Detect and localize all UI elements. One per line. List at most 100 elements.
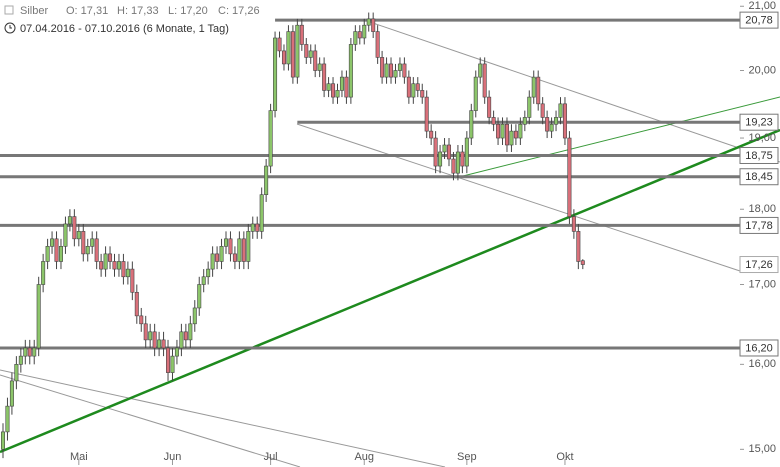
- candle-body: [322, 63, 327, 91]
- candle-body: [348, 44, 353, 98]
- candle-body: [228, 238, 233, 255]
- candle-body: [58, 246, 63, 262]
- header: Silber O: 17,31 H: 17,33 L: 17,20 C: 17,…: [4, 5, 260, 35]
- candle-body: [411, 83, 416, 98]
- candle-body: [509, 130, 514, 146]
- level-box: [739, 11, 779, 29]
- candle-body: [562, 103, 567, 139]
- candle-body: [326, 83, 331, 91]
- candle-body: [192, 307, 197, 325]
- candle-body: [210, 253, 215, 270]
- candle-body: [246, 231, 251, 262]
- candle-body: [402, 63, 407, 78]
- candle-body: [5, 405, 10, 433]
- candle-body: [438, 151, 443, 167]
- candle-body: [281, 50, 286, 65]
- candle-body: [487, 96, 492, 118]
- candle-body: [576, 231, 581, 262]
- level-box: [739, 168, 779, 186]
- candle-body: [76, 231, 81, 240]
- candle-body: [121, 261, 126, 278]
- candle-body: [527, 96, 532, 118]
- candle-body: [14, 364, 19, 382]
- candle-body: [375, 31, 380, 58]
- level-label: 18,75: [745, 150, 773, 162]
- y-tick-label: 17,00: [748, 278, 776, 290]
- trend-line: [0, 128, 780, 454]
- candle-body: [18, 355, 23, 365]
- candle-body: [67, 216, 72, 225]
- candle-body: [362, 24, 367, 39]
- candle-body: [94, 238, 99, 262]
- x-tick-label: Jun: [164, 451, 182, 463]
- candle-body: [264, 165, 269, 195]
- candle-body: [545, 117, 550, 132]
- candle-body: [371, 18, 376, 32]
- candle-body: [170, 355, 175, 373]
- trend-line: [296, 123, 741, 272]
- candle-body: [259, 194, 264, 232]
- candle-body: [72, 216, 77, 240]
- candle-body: [469, 110, 474, 139]
- candle-body: [143, 323, 148, 341]
- candle-body: [134, 291, 139, 317]
- y-tick-label: 16,00: [748, 358, 776, 370]
- candle-body: [27, 347, 32, 357]
- candle-body: [451, 158, 456, 174]
- candle-body: [554, 117, 559, 125]
- candle-body: [130, 268, 135, 293]
- trend-line: [454, 96, 780, 179]
- level-box: [739, 146, 779, 164]
- candle-body: [522, 117, 527, 125]
- trend-line: [0, 369, 446, 467]
- level-box: [739, 339, 779, 357]
- candle-body: [504, 123, 509, 146]
- x-tick-label: Aug: [354, 451, 374, 463]
- candle-body: [174, 347, 179, 357]
- candle-body: [32, 347, 37, 357]
- candle-body: [313, 50, 318, 71]
- ohlc: L: 17,20: [168, 5, 208, 17]
- y-tick-label: 20,00: [748, 64, 776, 76]
- level-label: 18,45: [745, 171, 773, 183]
- candle-body: [460, 151, 465, 167]
- candle-body: [389, 63, 394, 78]
- candle-body: [518, 123, 523, 139]
- candle-body: [286, 31, 291, 65]
- candle-body: [273, 37, 278, 111]
- candle-body: [339, 76, 344, 91]
- candle-body: [384, 63, 389, 78]
- candle-body: [197, 284, 202, 309]
- candle-body: [304, 44, 309, 58]
- date-range: 07.04.2016 - 07.10.2016 (6 Monate, 1 Tag…: [20, 23, 229, 35]
- candle-body: [571, 216, 576, 232]
- candle-body: [331, 83, 336, 98]
- candle-body: [415, 83, 420, 91]
- candle-body: [108, 253, 113, 262]
- candle-body: [85, 246, 90, 255]
- candle-body: [206, 268, 211, 278]
- candle-body: [90, 238, 95, 247]
- trend-line: [0, 374, 301, 467]
- last-price-label: 17,26: [745, 259, 773, 271]
- level-label: 20,78: [745, 15, 773, 27]
- candle-body: [295, 24, 300, 78]
- candle-body: [9, 380, 14, 407]
- candle-body: [290, 31, 295, 78]
- candle-body: [429, 130, 434, 139]
- candle-body: [219, 246, 224, 262]
- x-tick-label: Sep: [457, 451, 477, 463]
- candle-body: [491, 117, 496, 125]
- candle-body: [241, 238, 246, 262]
- ohlc: O: 17,31: [66, 5, 108, 17]
- candle-body: [317, 63, 322, 71]
- clock-icon: [9, 25, 12, 29]
- candle-body: [0, 431, 6, 450]
- candle-body: [23, 347, 28, 357]
- candle-body: [250, 223, 255, 232]
- x-tick-label: Mai: [70, 451, 88, 463]
- y-tick-label: 19,00: [748, 132, 776, 144]
- candle-body: [446, 144, 451, 160]
- candle-body: [580, 260, 585, 265]
